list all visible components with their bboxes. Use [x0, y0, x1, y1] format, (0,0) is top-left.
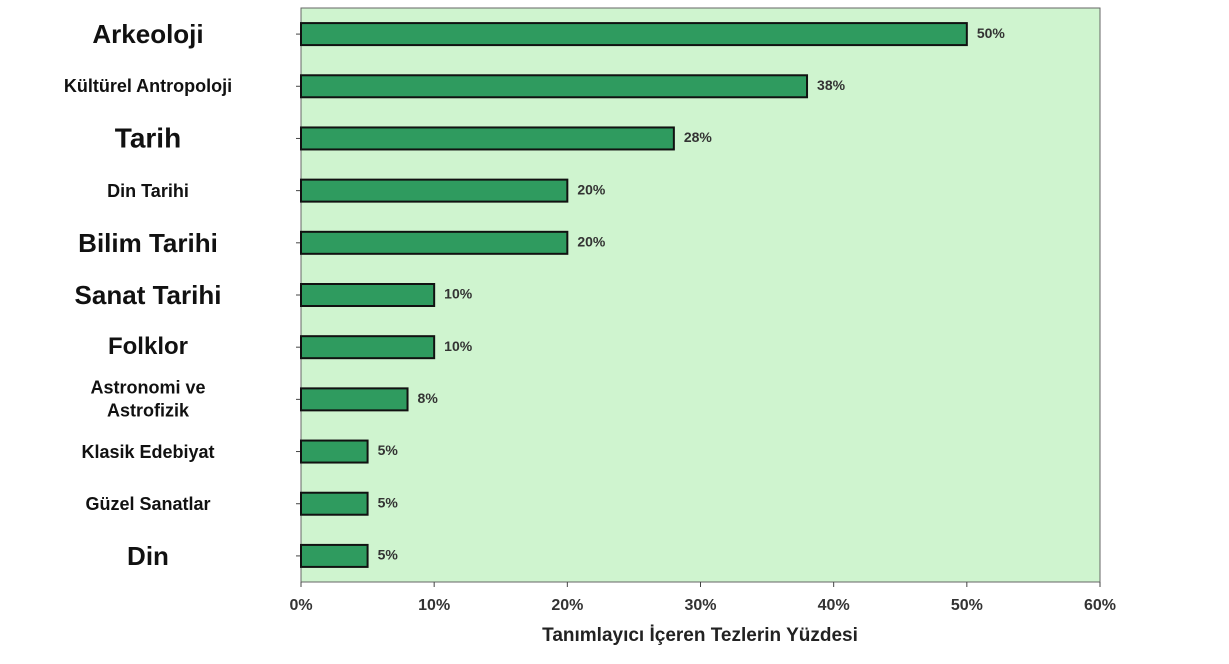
bar: [300, 491, 369, 516]
bar: [300, 126, 675, 151]
bar: [300, 178, 569, 203]
y-tick-label: Güzel Sanatlar: [85, 493, 211, 514]
x-tick-label: 10%: [418, 597, 450, 614]
y-tick-label: Folklor: [107, 333, 188, 361]
value-label: 38%: [817, 77, 846, 93]
y-tick-label: Kültürel Antropoloji: [63, 76, 233, 97]
y-tick-label: Astronomi ve Astrofizik: [90, 377, 206, 421]
y-tick-label: Din: [127, 540, 169, 571]
bar: [300, 230, 569, 255]
bar: [300, 283, 436, 307]
bar: [300, 74, 809, 99]
bar: [300, 22, 968, 47]
value-label: 5%: [378, 547, 399, 563]
x-tick-label: 50%: [951, 597, 983, 614]
bar: [300, 543, 369, 568]
value-label: 5%: [378, 494, 399, 510]
x-axis-title: Tanımlayıcı İçeren Tezlerin Yüzdesi: [542, 625, 858, 646]
value-label: 5%: [378, 442, 399, 458]
value-label: 20%: [577, 234, 606, 250]
bar: [300, 335, 436, 360]
x-tick-label: 30%: [684, 597, 716, 614]
value-label: 50%: [977, 25, 1006, 41]
y-tick-label: Sanat Tarihi: [74, 279, 222, 310]
value-label: 20%: [577, 181, 606, 197]
y-tick-label: Din Tarihi: [107, 180, 189, 201]
y-tick-label: Bilim Tarihi: [78, 227, 218, 258]
x-tick-label: 20%: [551, 597, 583, 614]
y-tick-label: Klasik Edebiyat: [81, 441, 215, 462]
bar: [300, 439, 369, 464]
value-label: 10%: [444, 338, 473, 354]
x-tick-label: 40%: [818, 597, 850, 614]
value-label: 10%: [444, 286, 473, 302]
x-tick-label: 0%: [289, 597, 312, 614]
x-tick-label: 60%: [1084, 597, 1116, 614]
y-tick-label: Arkeoloji: [92, 18, 204, 49]
value-label: 8%: [418, 390, 439, 406]
value-label: 28%: [684, 129, 713, 145]
bar: [300, 387, 409, 412]
y-tick-label: Tarih: [114, 122, 182, 154]
